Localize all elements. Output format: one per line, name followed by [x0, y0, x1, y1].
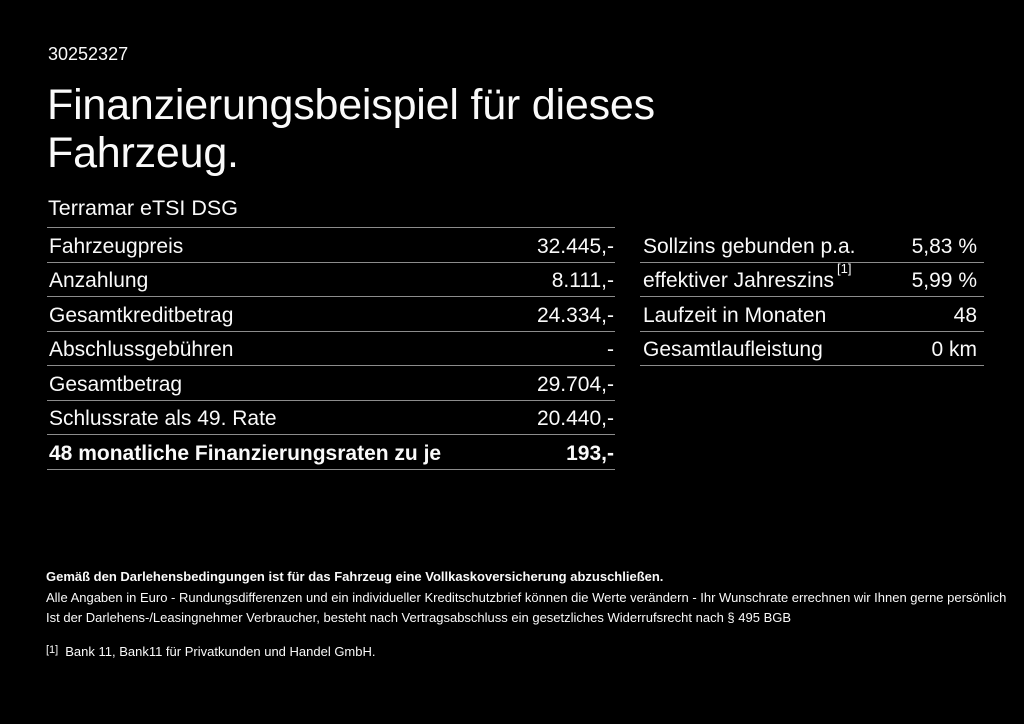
footnote-marker: [1]	[46, 644, 59, 656]
row-label: Laufzeit in Monaten	[643, 303, 827, 327]
finance-row-anzahlung: Anzahlung 8.111,-	[47, 263, 615, 297]
row-value: 193,-	[566, 441, 614, 465]
finance-row-gesamtbetrag: Gesamtbetrag 29.704,-	[47, 366, 615, 401]
condition-row-laufzeit: Laufzeit in Monaten 48	[640, 297, 984, 332]
row-label: Gesamtbetrag	[49, 372, 183, 396]
condition-row-gesamtlaufleistung: Gesamtlaufleistung 0 km	[640, 332, 984, 366]
disclaimer-line-2: Ist der Darlehens-/Leasingnehmer Verbrau…	[46, 610, 792, 625]
page-title-line-2: Fahrzeug.	[47, 129, 239, 177]
row-label: Sollzins gebunden p.a.	[643, 234, 856, 258]
row-value: 5,99 %	[911, 269, 977, 292]
row-value: 29.704,-	[536, 372, 614, 396]
row-label: effektiver Jahreszins[1]	[643, 261, 852, 292]
row-value: 20.440,-	[536, 407, 614, 430]
insurance-note: Gemäß den Darlehensbedingungen ist für d…	[46, 569, 664, 584]
row-value: 24.334,-	[536, 303, 614, 327]
footer-disclaimers: Gemäß den Darlehensbedingungen ist für d…	[46, 567, 1024, 629]
page-title-line-1: Finanzierungsbeispiel für dieses	[47, 81, 655, 129]
finance-row-fahrzeugpreis: Fahrzeugpreis 32.445,-	[47, 228, 615, 263]
reference-number: 30252327	[48, 44, 129, 64]
row-label: Abschlussgebühren	[49, 338, 234, 361]
conditions-table: Sollzins gebunden p.a. 5,83 % effektiver…	[640, 228, 984, 366]
row-value: 32.445,-	[536, 234, 614, 258]
finance-row-monatliche-raten: 48 monatliche Finanzierungsraten zu je 1…	[47, 435, 615, 470]
footnote-text: Bank 11, Bank11 für Privatkunden und Han…	[65, 644, 376, 659]
vehicle-model: Terramar eTSI DSG	[48, 196, 238, 220]
finance-row-schlussrate: Schlussrate als 49. Rate 20.440,-	[47, 401, 615, 435]
row-value: 48	[953, 303, 977, 327]
disclaimer-line-1: Alle Angaben in Euro - Rundungsdifferenz…	[46, 589, 1007, 605]
row-label: Schlussrate als 49. Rate	[49, 407, 277, 430]
row-label: Anzahlung	[49, 269, 149, 292]
finance-row-gesamtkreditbetrag: Gesamtkreditbetrag 24.334,-	[47, 297, 615, 332]
page-title: Finanzierungsbeispiel für dieses Fahrzeu…	[47, 81, 655, 177]
row-label: 48 monatliche Finanzierungsraten zu je	[49, 441, 442, 465]
condition-row-sollzins: Sollzins gebunden p.a. 5,83 %	[640, 228, 984, 263]
finance-row-abschlussgebuehren: Abschlussgebühren -	[47, 332, 615, 366]
row-value: 0 km	[931, 338, 977, 361]
row-value: 8.111,-	[551, 269, 614, 292]
row-label: Fahrzeugpreis	[49, 234, 184, 258]
row-label: Gesamtkreditbetrag	[49, 303, 234, 327]
finance-table: Fahrzeugpreis 32.445,- Anzahlung 8.111,-…	[47, 227, 615, 470]
condition-row-effektiver-jahreszins: effektiver Jahreszins[1] 5,99 %	[640, 261, 984, 297]
bank-footnote: [1] Bank 11, Bank11 für Privatkunden und …	[46, 643, 1024, 662]
row-value: 5,83 %	[911, 234, 977, 258]
row-value: -	[607, 338, 614, 361]
footnote-reference: [1]	[837, 261, 852, 276]
row-label: Gesamtlaufleistung	[643, 338, 823, 361]
